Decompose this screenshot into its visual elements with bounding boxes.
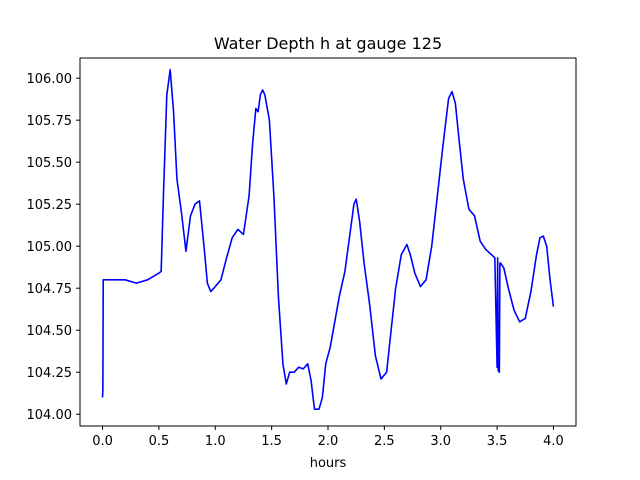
x-tick-label: 1.5 <box>261 434 282 449</box>
x-tick-label: 4.0 <box>543 434 564 449</box>
x-tick-label: 2.0 <box>318 434 339 449</box>
x-axis: 0.0 0.5 1.0 1.5 2.0 2.5 3.0 3.5 4.0 <box>92 426 564 449</box>
x-tick-label: 2.5 <box>374 434 395 449</box>
x-tick-label: 0.0 <box>92 434 113 449</box>
series-line <box>101 68 555 411</box>
plot-area <box>101 68 555 411</box>
y-tick-label: 104.25 <box>27 366 73 381</box>
y-tick-label: 106.00 <box>27 72 73 87</box>
y-tick-label: 105.50 <box>27 156 73 171</box>
chart-title: Water Depth h at gauge 125 <box>214 34 442 53</box>
y-tick-label: 105.25 <box>27 198 73 213</box>
plot-frame <box>79 57 577 427</box>
x-tick-label: 3.5 <box>487 434 508 449</box>
x-tick-label: 1.0 <box>205 434 226 449</box>
y-tick-label: 105.75 <box>27 114 73 129</box>
x-axis-label: hours <box>310 456 347 471</box>
y-tick-label: 104.50 <box>27 324 73 339</box>
y-axis: 104.00 104.25 104.50 104.75 105.00 105.25 105.… <box>27 72 80 423</box>
x-tick-label: 3.0 <box>430 434 451 449</box>
y-tick-label: 104.00 <box>27 408 73 423</box>
y-tick-label: 105.00 <box>27 240 73 255</box>
y-tick-label: 104.75 <box>27 282 73 297</box>
x-tick-label: 0.5 <box>149 434 170 449</box>
